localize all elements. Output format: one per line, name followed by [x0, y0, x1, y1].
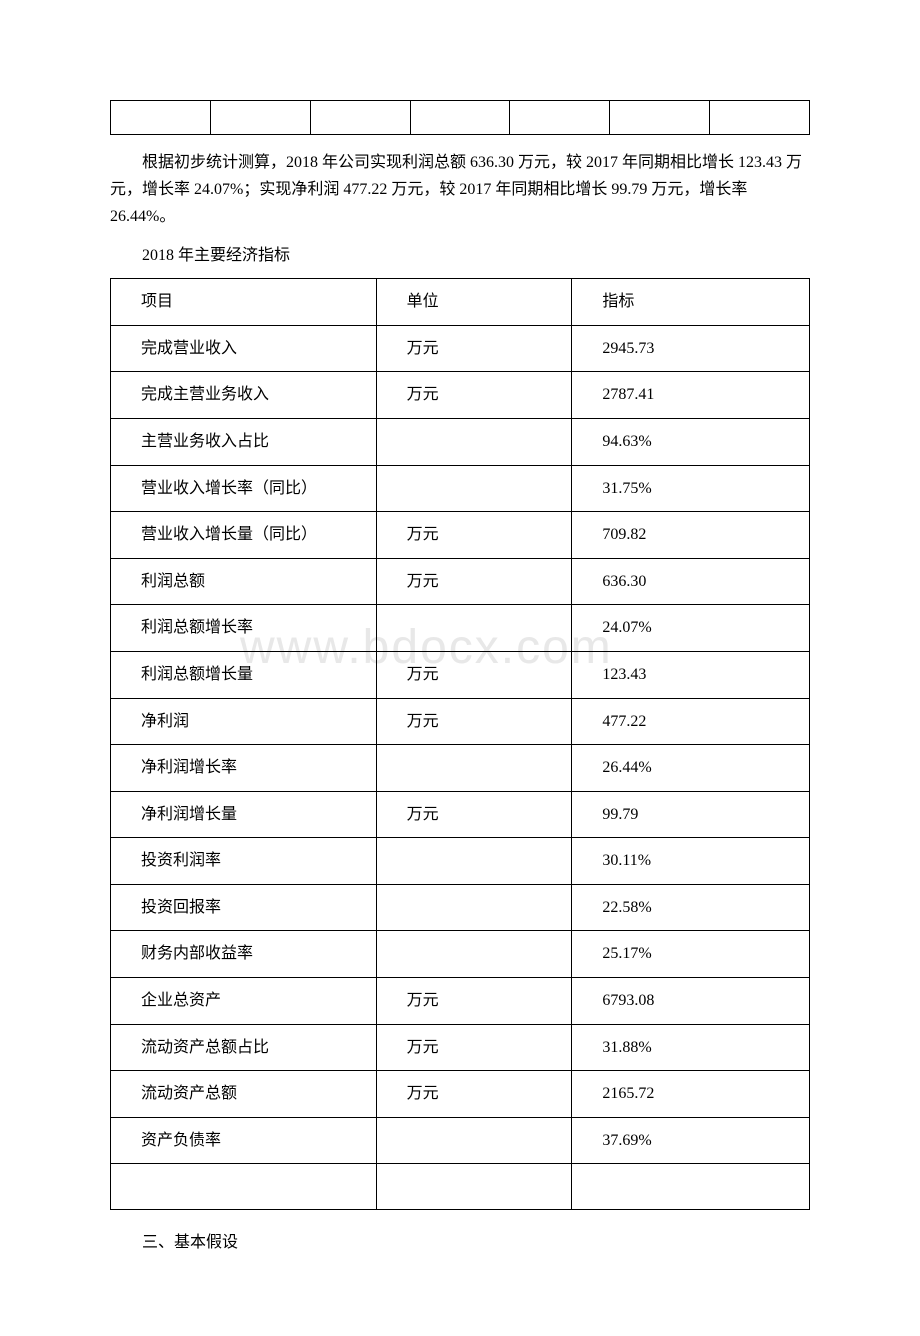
cell-value: 31.88%: [572, 1024, 810, 1071]
cell-item: 利润总额: [111, 558, 377, 605]
table-row: 流动资产总额 万元 2165.72: [111, 1071, 810, 1118]
table-row: 投资回报率 22.58%: [111, 884, 810, 931]
cell-unit: [376, 465, 572, 512]
empty-cell: [510, 101, 610, 135]
table-header-row: 项目 单位 指标: [111, 279, 810, 326]
cell-unit: [376, 838, 572, 885]
cell-item: 净利润增长量: [111, 791, 377, 838]
cell-value: 37.69%: [572, 1117, 810, 1164]
cell-item: 营业收入增长率（同比）: [111, 465, 377, 512]
header-unit: 单位: [376, 279, 572, 326]
cell-value: 477.22: [572, 698, 810, 745]
cell-value: 24.07%: [572, 605, 810, 652]
cell-value: 2945.73: [572, 325, 810, 372]
cell-item: 流动资产总额: [111, 1071, 377, 1118]
table-row: 完成主营业务收入 万元 2787.41: [111, 372, 810, 419]
cell-item: 净利润: [111, 698, 377, 745]
economic-indicators-table: 项目 单位 指标 完成营业收入 万元 2945.73 完成主营业务收入 万元 2…: [110, 278, 810, 1210]
cell-item: 净利润增长率: [111, 745, 377, 792]
cell-item: 流动资产总额占比: [111, 1024, 377, 1071]
cell-item: 资产负债率: [111, 1117, 377, 1164]
table-row: 利润总额增长率 24.07%: [111, 605, 810, 652]
cell-value: 2165.72: [572, 1071, 810, 1118]
cell-item: 投资利润率: [111, 838, 377, 885]
table-row: [111, 1164, 810, 1210]
cell-unit: [376, 1117, 572, 1164]
cell-value: [572, 1164, 810, 1210]
cell-value: 6793.08: [572, 978, 810, 1025]
cell-value: 31.75%: [572, 465, 810, 512]
header-item: 项目: [111, 279, 377, 326]
cell-unit: [376, 1164, 572, 1210]
table-row: 营业收入增长率（同比） 31.75%: [111, 465, 810, 512]
cell-unit: 万元: [376, 325, 572, 372]
cell-item: 营业收入增长量（同比）: [111, 512, 377, 559]
cell-unit: [376, 745, 572, 792]
cell-item: 完成主营业务收入: [111, 372, 377, 419]
empty-cell: [610, 101, 710, 135]
table-row: 利润总额 万元 636.30: [111, 558, 810, 605]
table-row: 企业总资产 万元 6793.08: [111, 978, 810, 1025]
intro-paragraph: 根据初步统计测算，2018 年公司实现利润总额 636.30 万元，较 2017…: [110, 149, 810, 231]
empty-cell: [410, 101, 510, 135]
cell-value: 123.43: [572, 651, 810, 698]
empty-cell: [310, 101, 410, 135]
cell-unit: 万元: [376, 512, 572, 559]
section-heading: 三、基本假设: [110, 1230, 810, 1256]
cell-value: 636.30: [572, 558, 810, 605]
cell-value: 99.79: [572, 791, 810, 838]
cell-value: 25.17%: [572, 931, 810, 978]
cell-value: 26.44%: [572, 745, 810, 792]
cell-value: 30.11%: [572, 838, 810, 885]
empty-cell: [210, 101, 310, 135]
cell-item: [111, 1164, 377, 1210]
cell-unit: 万元: [376, 1071, 572, 1118]
cell-item: 利润总额增长率: [111, 605, 377, 652]
cell-unit: 万元: [376, 698, 572, 745]
cell-unit: 万元: [376, 791, 572, 838]
table-row: 利润总额增长量 万元 123.43: [111, 651, 810, 698]
table-row: 净利润增长率 26.44%: [111, 745, 810, 792]
cell-unit: [376, 418, 572, 465]
table-row: 资产负债率 37.69%: [111, 1117, 810, 1164]
cell-unit: 万元: [376, 978, 572, 1025]
cell-unit: 万元: [376, 1024, 572, 1071]
table-row: 净利润 万元 477.22: [111, 698, 810, 745]
cell-item: 企业总资产: [111, 978, 377, 1025]
table-row: [111, 101, 810, 135]
cell-unit: 万元: [376, 558, 572, 605]
page-content: 根据初步统计测算，2018 年公司实现利润总额 636.30 万元，较 2017…: [110, 100, 810, 1256]
cell-value: 709.82: [572, 512, 810, 559]
cell-unit: 万元: [376, 651, 572, 698]
table-row: 流动资产总额占比 万元 31.88%: [111, 1024, 810, 1071]
cell-item: 主营业务收入占比: [111, 418, 377, 465]
cell-item: 投资回报率: [111, 884, 377, 931]
empty-cell: [111, 101, 211, 135]
table-row: 财务内部收益率 25.17%: [111, 931, 810, 978]
cell-unit: [376, 605, 572, 652]
cell-value: 22.58%: [572, 884, 810, 931]
header-value: 指标: [572, 279, 810, 326]
table-subtitle: 2018 年主要经济指标: [110, 243, 810, 269]
table-row: 完成营业收入 万元 2945.73: [111, 325, 810, 372]
top-empty-table: [110, 100, 810, 135]
cell-value: 94.63%: [572, 418, 810, 465]
table-row: 主营业务收入占比 94.63%: [111, 418, 810, 465]
empty-cell: [710, 101, 810, 135]
cell-unit: [376, 884, 572, 931]
cell-unit: 万元: [376, 372, 572, 419]
cell-unit: [376, 931, 572, 978]
table-row: 净利润增长量 万元 99.79: [111, 791, 810, 838]
cell-item: 财务内部收益率: [111, 931, 377, 978]
table-row: 营业收入增长量（同比） 万元 709.82: [111, 512, 810, 559]
table-row: 投资利润率 30.11%: [111, 838, 810, 885]
cell-value: 2787.41: [572, 372, 810, 419]
cell-item: 完成营业收入: [111, 325, 377, 372]
cell-item: 利润总额增长量: [111, 651, 377, 698]
